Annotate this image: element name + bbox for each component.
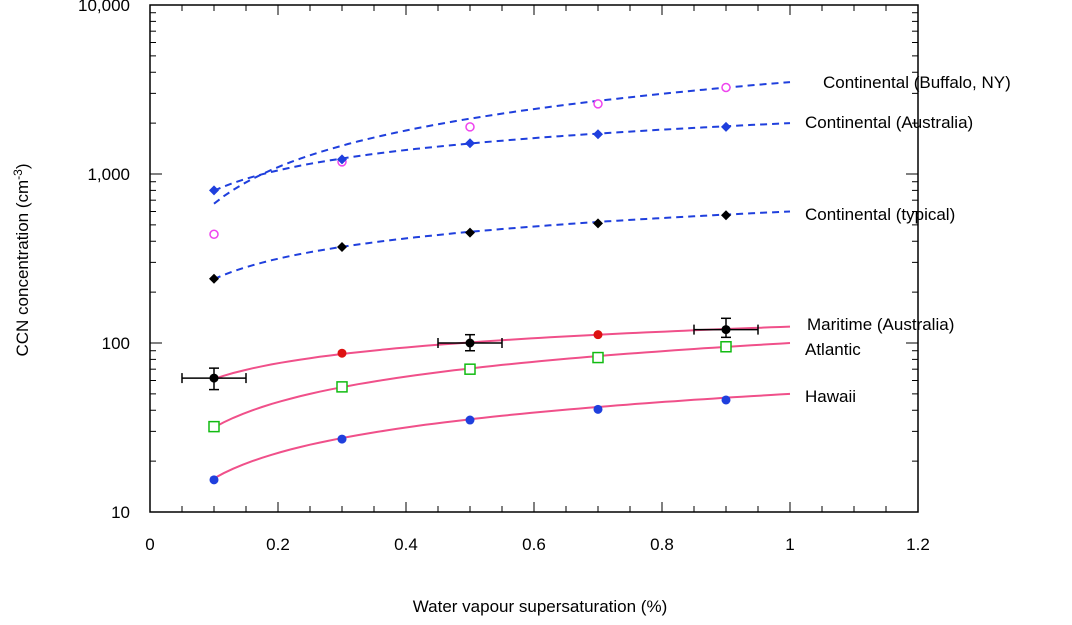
plot-frame [149, 4, 919, 513]
data-point [465, 227, 475, 238]
x-axis-label: Water vapour supersaturation (%) [413, 597, 667, 616]
data-point [337, 241, 347, 252]
data-point [209, 229, 219, 240]
series-labels: Continental (Buffalo, NY) Continental (Au… [805, 73, 1011, 406]
fit-line [213, 81, 791, 205]
data-point [208, 420, 220, 433]
y-axis-label-sup: -3 [11, 169, 25, 180]
data-point [593, 404, 603, 414]
fit-line [213, 342, 791, 429]
data-point [593, 99, 603, 109]
x-tick-label: 0 [145, 535, 154, 554]
data-point [337, 348, 347, 358]
data-point [465, 415, 475, 425]
error-point-marker [209, 373, 219, 383]
x-tick-label: 0.6 [522, 535, 546, 554]
data-markers [208, 82, 732, 485]
fit-line [213, 392, 791, 480]
error-point-marker [465, 338, 475, 348]
data-point [209, 273, 219, 284]
series-label: Maritime (Australia) [807, 315, 954, 334]
series-label: Atlantic [805, 340, 861, 359]
data-point [464, 363, 476, 375]
error-point-marker [721, 325, 731, 335]
data-point [720, 341, 732, 353]
data-point [721, 82, 731, 93]
y-axis-label: CCN concentration (cm-3) [11, 163, 32, 356]
y-tick-label: 10,000 [78, 0, 130, 15]
data-point [465, 122, 475, 132]
x-tick-label: 1 [785, 535, 794, 554]
data-point [721, 395, 731, 405]
data-point [593, 330, 603, 340]
x-axis-ticks: 0 0.2 0.4 0.6 0.8 1 1.2 [145, 5, 930, 554]
fit-lines [213, 81, 791, 480]
y-tick-label: 10 [111, 503, 130, 522]
y-tick-label: 1,000 [87, 165, 130, 184]
x-tick-label: 0.8 [650, 535, 674, 554]
data-point [593, 218, 603, 229]
x-tick-label: 0.4 [394, 535, 418, 554]
data-point [721, 210, 731, 221]
data-point [592, 351, 604, 364]
y-axis-ticks: 10 100 1,000 10,000 [78, 0, 918, 522]
data-point [465, 138, 475, 149]
fit-line [213, 210, 791, 281]
data-point [337, 434, 347, 444]
fit-line [213, 122, 791, 192]
data-point [209, 475, 219, 485]
y-axis-label-close: ) [13, 163, 32, 169]
data-point [721, 121, 731, 132]
series-label: Continental (Australia) [805, 113, 973, 132]
y-tick-label: 100 [102, 334, 130, 353]
series-label: Continental (typical) [805, 205, 955, 224]
series-label: Continental (Buffalo, NY) [823, 73, 1011, 92]
data-point [336, 381, 348, 393]
data-point [337, 154, 347, 165]
series-label: Hawaii [805, 387, 856, 406]
fit-line [213, 325, 791, 380]
data-point [209, 185, 219, 196]
y-axis-label-main: CCN concentration (cm [13, 180, 32, 357]
plot-border [149, 4, 919, 513]
x-tick-label: 0.2 [266, 535, 290, 554]
x-tick-label: 1.2 [906, 535, 930, 554]
error-bars [181, 317, 759, 391]
data-point [593, 129, 603, 140]
